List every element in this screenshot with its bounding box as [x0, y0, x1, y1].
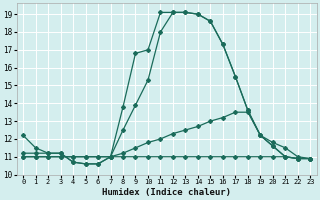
- X-axis label: Humidex (Indice chaleur): Humidex (Indice chaleur): [102, 188, 231, 197]
